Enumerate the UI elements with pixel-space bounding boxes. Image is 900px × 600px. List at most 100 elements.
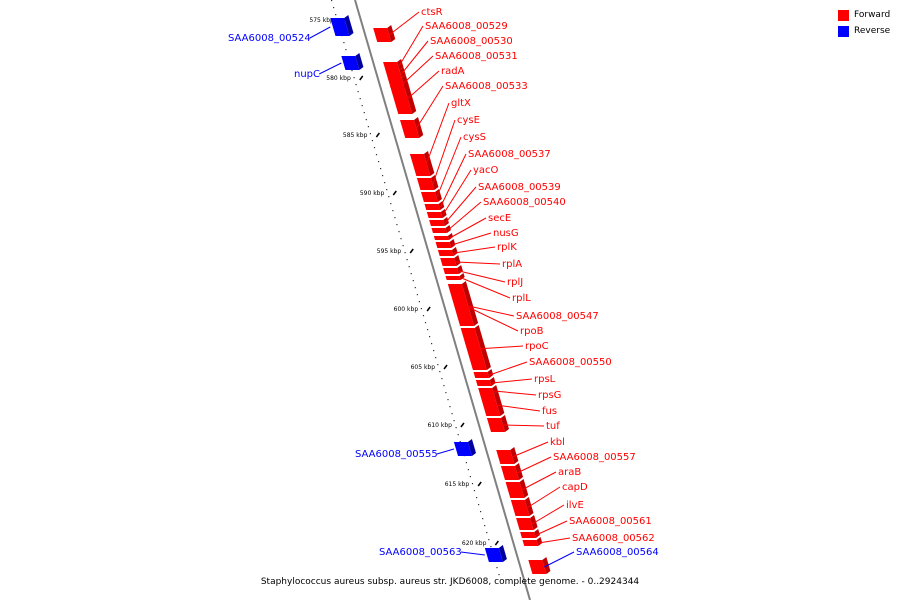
ruler-dot — [484, 525, 486, 527]
gene-secE-side — [447, 233, 453, 240]
gene-label-SAA6008_00529: SAA6008_00529 — [425, 21, 508, 32]
gene-SAA6008_00563 — [484, 548, 503, 562]
tick-label: 590 kbp — [360, 190, 385, 197]
gene-rpsL-side — [489, 377, 496, 386]
ruler-dot — [471, 483, 474, 485]
gene-rpsG-side — [492, 385, 498, 394]
ruler-dot — [445, 392, 447, 394]
ruler-dot — [478, 504, 480, 506]
gene-cysE — [416, 178, 435, 190]
gene-label-secE: secE — [488, 213, 511, 224]
gene-rpsG-connector — [494, 390, 537, 396]
gene-SAA6008_00539 — [429, 220, 445, 226]
gene-cysE-connector — [432, 119, 456, 185]
gene-SAA6008_00540-connector — [447, 201, 482, 231]
gene-SAA6008_00555-side — [467, 439, 476, 456]
gene-label-tuf: tuf — [546, 421, 560, 432]
gene-fus-side — [493, 391, 505, 416]
gene-label-rpoC: rpoC — [525, 341, 549, 352]
tick-mark — [409, 248, 414, 254]
legend-label-forward: Forward — [854, 10, 891, 20]
ruler-dot — [490, 546, 492, 548]
gene-SAA6008_00547-side — [461, 281, 479, 326]
ruler-dot — [410, 273, 412, 275]
ruler-dot — [382, 175, 384, 177]
ruler-dot — [375, 154, 378, 156]
gene-label-SAA6008_00564: SAA6008_00564 — [576, 547, 659, 558]
tick-label: 605 kbp — [411, 364, 436, 371]
ruler-dot — [439, 371, 441, 373]
gene-rplL-side — [459, 273, 465, 280]
gene-SAA6008_00547 — [447, 284, 475, 326]
ruler-dot — [422, 315, 425, 317]
gene-SAA6008_00561-side — [534, 529, 540, 538]
ruler-dot — [451, 413, 453, 415]
gene-SAA6008_00524 — [330, 18, 350, 36]
gene-label-rpoB: rpoB — [520, 326, 544, 337]
ruler-dot — [457, 434, 459, 436]
ruler-dot — [335, 14, 337, 16]
tick-label: 615 kbp — [445, 481, 470, 488]
gene-SAA6008_00561-connector — [535, 520, 568, 536]
ruler-dot — [469, 476, 471, 478]
ruler-dot — [416, 294, 418, 296]
legend: Forward Reverse — [838, 8, 898, 40]
legend-item-reverse: Reverse — [838, 24, 898, 38]
gene-rplL-connector — [461, 277, 511, 299]
gene-rplJ — [443, 268, 459, 274]
gene-SAA6008_00529-connector — [398, 25, 424, 67]
gene-label-SAA6008_00550: SAA6008_00550 — [529, 357, 612, 368]
gene-gltX-side — [423, 151, 435, 176]
ruler-dot — [373, 147, 376, 149]
gene-araB-connector — [521, 471, 557, 491]
gene-cysS-side — [435, 189, 442, 202]
ruler-dot — [384, 182, 386, 184]
gene-label-rplL: rplL — [512, 293, 531, 304]
ruler-dot — [486, 532, 488, 534]
ruler-dot — [388, 196, 390, 198]
gene-ctsR-connector — [388, 11, 420, 36]
gene-SAA6008_00524-side — [344, 15, 354, 36]
ruler-dot — [371, 140, 373, 142]
gene-SAA6008_00531-connector — [403, 55, 434, 84]
gene-ilvE-connector — [531, 504, 565, 525]
gene-SAA6008_00530 — [385, 70, 402, 78]
gene-SAA6008_00537-connector — [440, 153, 467, 208]
ruler-dot — [386, 189, 388, 191]
gene-SAA6008_00562-side — [536, 537, 543, 546]
tick-mark — [460, 422, 465, 428]
gene-label-kbl: kbl — [550, 437, 565, 448]
gene-SAA6008_00533-side — [414, 117, 424, 138]
ruler-dot — [367, 126, 369, 128]
gene-rplK — [437, 250, 454, 256]
gene-rpoC-connector — [476, 345, 524, 350]
gene-rplA — [440, 258, 457, 266]
gene-SAA6008_00564 — [528, 560, 547, 574]
legend-swatch-forward — [838, 9, 849, 21]
gene-label-cysE: cysE — [457, 115, 480, 126]
ruler-dot — [357, 91, 359, 93]
gene-rpsG — [478, 388, 494, 394]
ruler-dot — [465, 462, 467, 464]
tick-mark — [443, 364, 448, 370]
gene-nusG — [435, 242, 452, 248]
gene-yacO-connector — [442, 169, 472, 216]
ruler-dot — [455, 427, 457, 429]
gene-label-cysS: cysS — [463, 132, 486, 143]
ruler-dot — [498, 574, 500, 576]
gene-kbl-side — [510, 447, 519, 464]
tick-label: 580 kbp — [326, 75, 351, 82]
tick-mark — [477, 481, 482, 487]
gene-cysS — [421, 192, 438, 202]
gene-radA-side — [404, 83, 417, 114]
ruler-dot — [453, 420, 455, 422]
ruler-dot — [369, 133, 371, 135]
ruler-dot — [431, 343, 433, 345]
tick-mark — [375, 132, 380, 138]
ruler-dot — [418, 301, 420, 303]
ruler-dot — [420, 308, 422, 310]
gene-SAA6008_00555 — [453, 442, 472, 456]
gene-tuf — [486, 418, 505, 432]
gene-rpoC — [460, 328, 487, 370]
